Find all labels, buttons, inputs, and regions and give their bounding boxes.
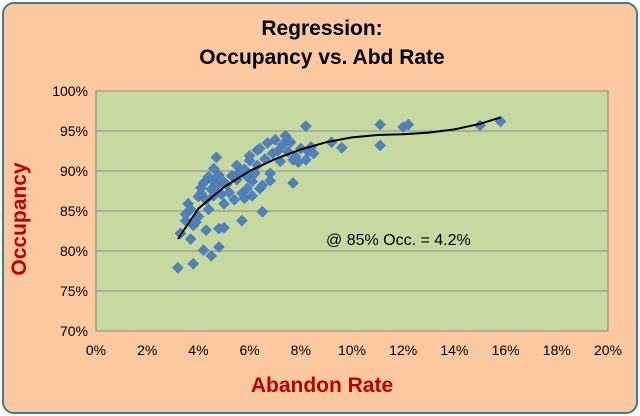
x-tick-label: 12% xyxy=(389,342,417,358)
data-point xyxy=(253,142,266,155)
data-point xyxy=(236,214,248,227)
data-point xyxy=(228,193,241,206)
annotation: @ 85% Occ. = 4.2% xyxy=(326,232,471,249)
x-tick-label: 0% xyxy=(86,342,106,358)
data-point xyxy=(264,174,276,187)
trendline xyxy=(177,116,501,240)
x-tick-label: 8% xyxy=(291,342,311,358)
y-tick-label: 80% xyxy=(60,243,88,259)
y-tick-label: 75% xyxy=(60,283,88,299)
data-point xyxy=(210,180,223,193)
data-point xyxy=(335,141,348,154)
data-point xyxy=(402,118,415,131)
gridlines xyxy=(96,90,608,332)
data-point xyxy=(271,145,284,157)
x-tick-label: 6% xyxy=(239,342,259,358)
data-point xyxy=(374,118,387,131)
y-tick-label: 70% xyxy=(60,323,88,339)
data-point xyxy=(210,151,223,164)
data-point xyxy=(284,136,297,149)
y-axis-title: Occupancy xyxy=(8,162,31,276)
data-point xyxy=(213,241,225,253)
data-point xyxy=(172,261,184,274)
data-point xyxy=(307,147,320,160)
scatter-plot: 70% 75% 80% 85% 90% 95% 100% 0% 2% 4% 6% 8% 10% 12% 1… xyxy=(52,83,622,358)
data-point xyxy=(256,205,269,218)
chart-title-line-1: Regression: xyxy=(261,17,383,40)
data-point xyxy=(202,203,215,216)
y-axis-ticks: 70% 75% 80% 85% 90% 95% 100% xyxy=(52,83,88,339)
data-point xyxy=(184,203,197,216)
y-tick-label: 100% xyxy=(52,83,88,99)
x-axis-title: Abandon Rate xyxy=(250,374,394,397)
data-point xyxy=(256,179,269,192)
data-point xyxy=(300,120,312,133)
y-tick-label: 90% xyxy=(60,163,88,179)
data-point xyxy=(218,197,230,210)
data-point xyxy=(223,186,235,199)
chart-title: Regression: Occupancy vs. Abd Rate xyxy=(4,14,636,72)
y-tick-label: 95% xyxy=(60,123,88,139)
data-point xyxy=(287,177,299,189)
data-point xyxy=(218,221,230,234)
data-point xyxy=(197,177,210,189)
data-point xyxy=(197,244,210,257)
x-tick-label: 20% xyxy=(594,342,622,358)
data-point xyxy=(243,149,256,162)
chart-title-line-2: Occupancy vs. Abd Rate xyxy=(199,46,445,69)
data-point xyxy=(207,162,220,175)
data-point xyxy=(246,189,259,202)
x-tick-label: 14% xyxy=(440,342,468,358)
data-point xyxy=(279,129,292,142)
x-axis-ticks: 0% 2% 4% 6% 8% 10% 12% 14% 16% 18% 20% xyxy=(86,342,622,358)
x-tick-label: 18% xyxy=(543,342,571,358)
data-point xyxy=(205,249,218,262)
x-tick-label: 10% xyxy=(338,342,366,358)
data-point xyxy=(241,182,253,195)
data-point xyxy=(264,167,276,180)
data-point xyxy=(184,233,197,245)
x-tick-label: 2% xyxy=(137,342,157,358)
data-point xyxy=(269,133,282,146)
data-point xyxy=(374,139,387,152)
data-point xyxy=(187,257,200,270)
y-tick-label: 85% xyxy=(60,203,88,219)
x-tick-label: 4% xyxy=(188,342,208,358)
data-point xyxy=(200,224,212,237)
x-tick-label: 16% xyxy=(492,342,520,358)
